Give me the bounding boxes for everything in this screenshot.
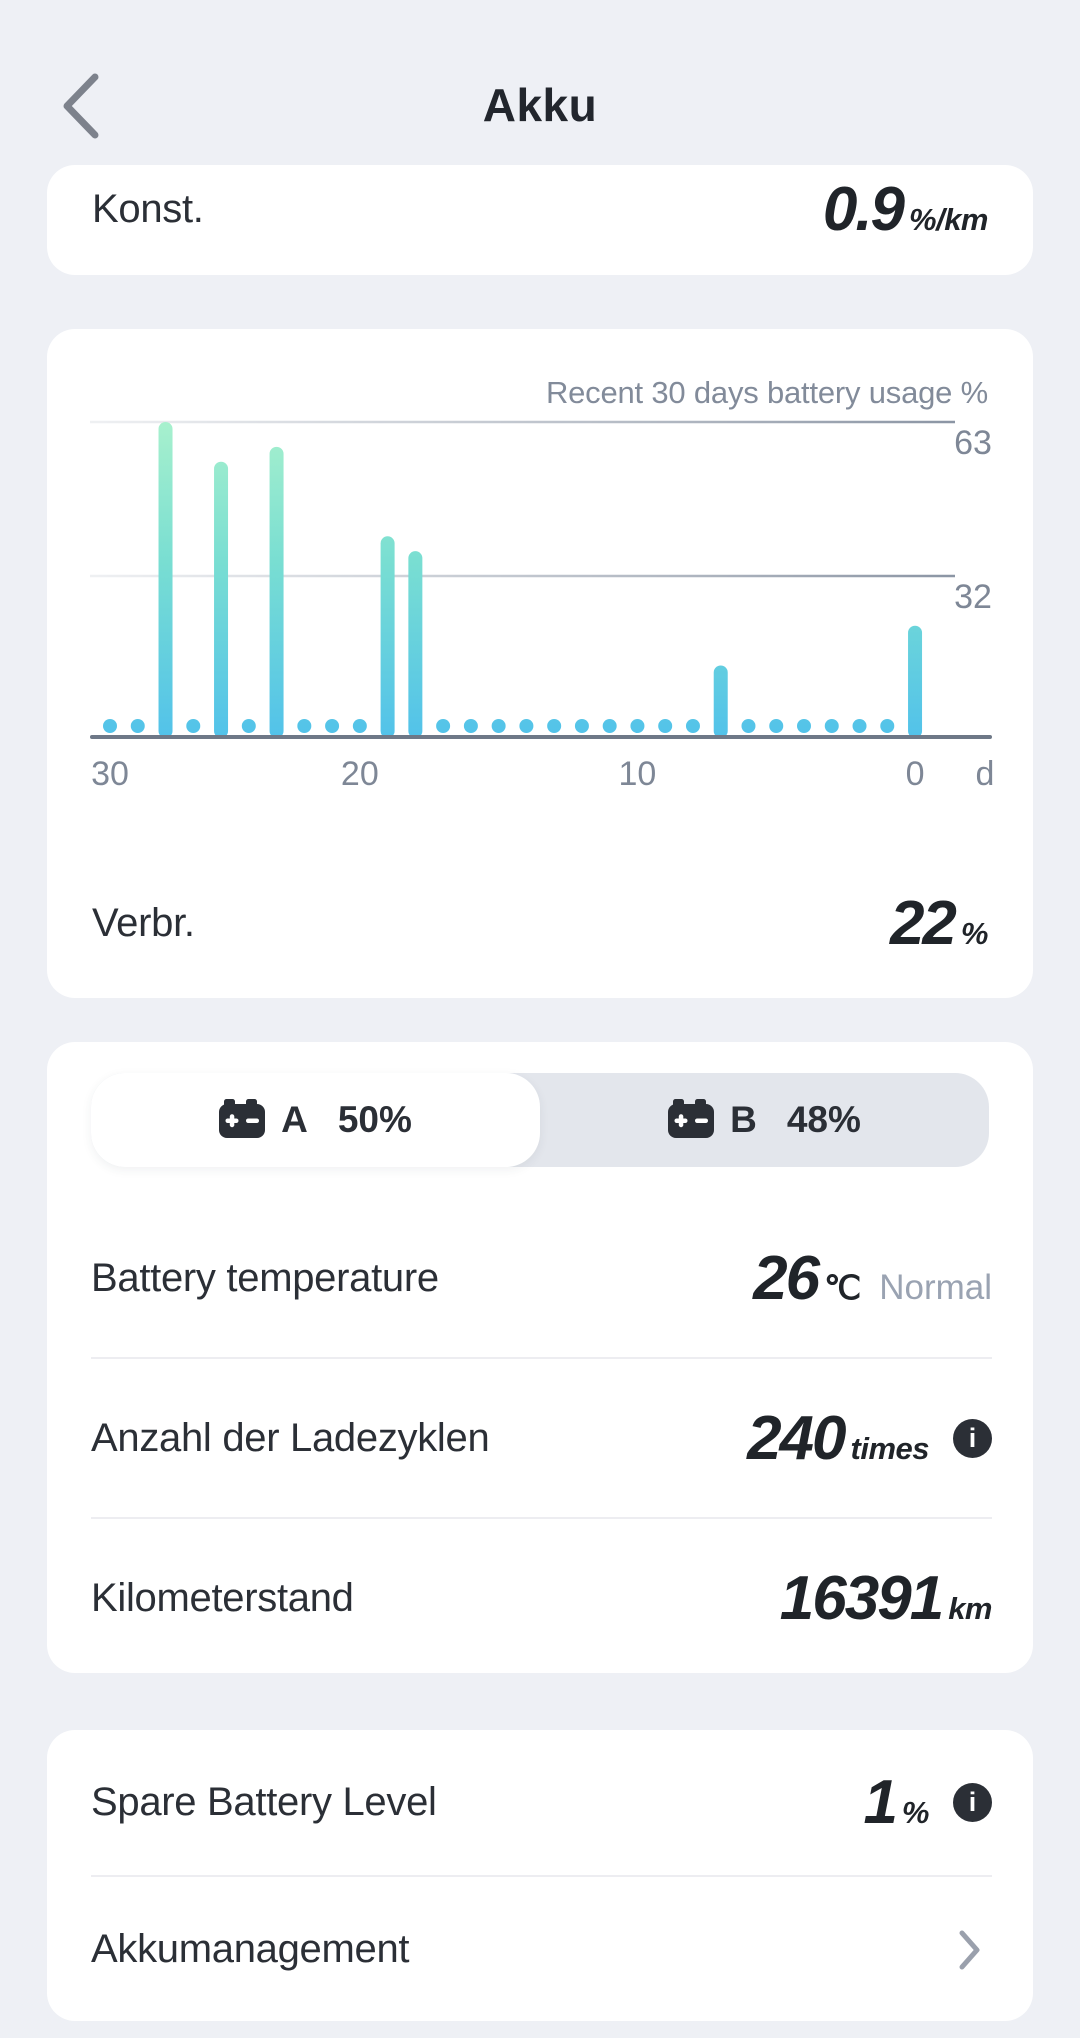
battery-details-card: A 50% B 48% Battery temperature xyxy=(47,1042,1033,1673)
odometer-label: Kilometerstand xyxy=(91,1575,354,1620)
svg-text:10: 10 xyxy=(619,755,657,793)
spare-battery-label: Spare Battery Level xyxy=(91,1780,437,1824)
battery-usage-card: Recent 30 days battery usage % 63 32 30 20 1… xyxy=(47,329,1033,998)
battery-usage-chart: 63 32 30 20 10 0 d xyxy=(90,420,995,793)
svg-text:0: 0 xyxy=(906,755,925,793)
charge-cycles-label: Anzahl der Ladezyklen xyxy=(91,1415,490,1460)
battery-b-label: B xyxy=(730,1099,757,1140)
battery-temperature-label: Battery temperature xyxy=(91,1255,439,1300)
svg-text:30: 30 xyxy=(91,755,129,793)
chart-title: Recent 30 days battery usage % xyxy=(545,375,988,410)
battery-icon xyxy=(668,1098,715,1143)
chevron-right-icon xyxy=(958,1929,982,1971)
temperature-status-badge: Normal xyxy=(879,1267,992,1307)
odometer-row: Kilometerstand 16391 km xyxy=(91,1519,992,1677)
battery-b-percent: 48% xyxy=(786,1099,861,1140)
battery-a-label: A xyxy=(281,1099,308,1140)
battery-icon xyxy=(219,1098,266,1143)
divider xyxy=(91,1517,992,1519)
battery-management-label: Akkumanagement xyxy=(91,1927,410,1971)
spare-battery-rows: Spare Battery Level 1 % i Akkumanagement xyxy=(91,1730,992,2022)
battery-a-tab[interactable]: A 50% xyxy=(91,1073,540,1167)
battery-temperature-row: Battery temperature 26 ℃ Normal xyxy=(91,1199,992,1357)
spare-battery-value: 1 % i xyxy=(863,1767,992,1838)
svg-text:d: d xyxy=(976,755,995,793)
verbrauch-value: 22 % xyxy=(889,888,989,958)
battery-selector: A 50% B 48% xyxy=(91,1073,989,1167)
divider xyxy=(91,1357,992,1359)
konst-row: Konst. 0.9 %/km xyxy=(92,165,988,253)
battery-stats-rows: Battery temperature 26 ℃ Normal Anzahl d… xyxy=(91,1199,992,1677)
chevron-left-icon xyxy=(59,73,101,143)
battery-a-percent: 50% xyxy=(337,1099,412,1140)
charge-cycles-row: Anzahl der Ladezyklen 240 times i xyxy=(91,1359,992,1517)
battery-b-tab[interactable]: B 48% xyxy=(540,1073,989,1167)
konst-value: 0.9 %/km xyxy=(822,174,989,244)
verbrauch-row: Verbr. 22 % xyxy=(92,881,989,965)
info-icon[interactable]: i xyxy=(953,1783,992,1822)
charge-cycles-value: 240 times i xyxy=(747,1403,992,1474)
verbrauch-label: Verbr. xyxy=(92,900,195,945)
odometer-value: 16391 km xyxy=(779,1563,993,1633)
konst-label: Konst. xyxy=(92,186,204,231)
spare-battery-level-row: Spare Battery Level 1 % i xyxy=(91,1730,992,1875)
svg-text:20: 20 xyxy=(341,755,379,793)
battery-temperature-value: 26 ℃ Normal xyxy=(753,1243,992,1313)
header: Akku xyxy=(0,0,1080,165)
page-title: Akku xyxy=(482,79,598,131)
constant-consumption-card: Konst. 0.9 %/km xyxy=(47,165,1033,275)
back-button[interactable] xyxy=(56,72,104,142)
svg-text:32: 32 xyxy=(954,578,992,616)
spare-battery-card: Spare Battery Level 1 % i Akkumanagement xyxy=(47,1730,1033,2021)
info-icon[interactable]: i xyxy=(953,1418,992,1458)
battery-management-row[interactable]: Akkumanagement xyxy=(91,1877,992,2022)
svg-text:63: 63 xyxy=(954,424,992,462)
divider xyxy=(91,1875,992,1877)
